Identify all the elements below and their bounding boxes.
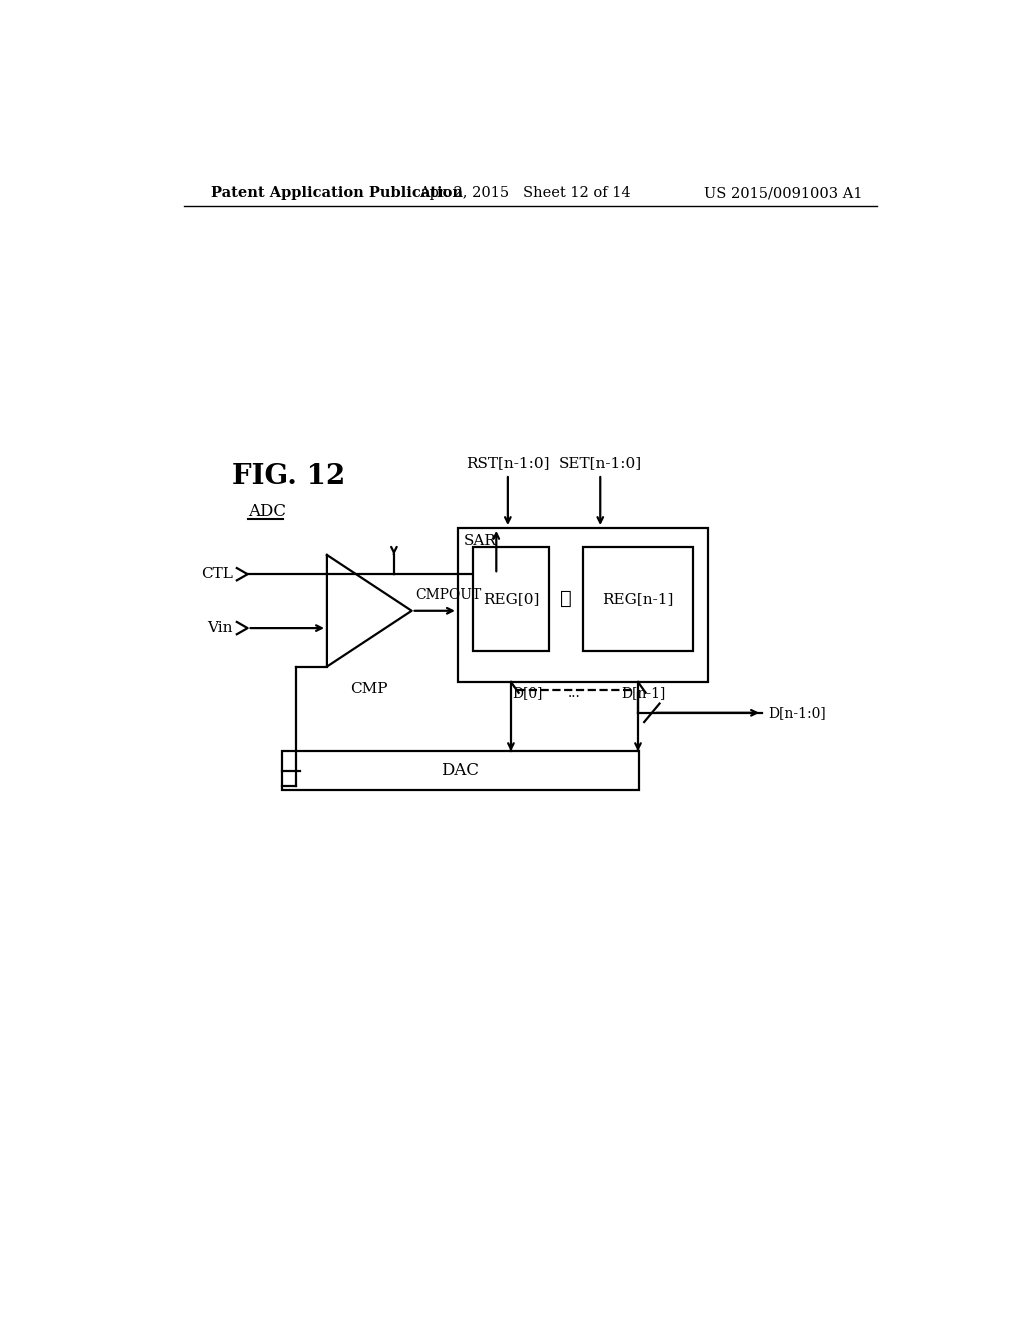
Bar (473, 548, 549, 651)
Text: ADC: ADC (248, 503, 286, 520)
Text: ⋯: ⋯ (560, 590, 571, 609)
Text: SET[n-1:0]: SET[n-1:0] (559, 457, 642, 470)
Text: Patent Application Publication: Patent Application Publication (211, 186, 464, 201)
Text: US 2015/0091003 A1: US 2015/0091003 A1 (703, 186, 862, 201)
Text: FIG. 12: FIG. 12 (232, 462, 345, 490)
Bar (283, 751, 639, 789)
Text: D[0]: D[0] (512, 686, 543, 700)
Text: SAR: SAR (464, 535, 497, 548)
Text: ...: ... (568, 686, 581, 700)
Text: CMPOUT: CMPOUT (416, 587, 481, 602)
Text: Vin: Vin (208, 622, 233, 635)
Text: D[n-1]: D[n-1] (621, 686, 666, 700)
Text: CMP: CMP (350, 682, 388, 696)
Text: CTL: CTL (201, 568, 233, 581)
Text: D[n-1:0]: D[n-1:0] (768, 706, 826, 719)
Text: RST[n-1:0]: RST[n-1:0] (466, 457, 550, 470)
Text: REG[0]: REG[0] (482, 593, 539, 606)
Text: REG[n-1]: REG[n-1] (602, 593, 674, 606)
Text: Apr. 2, 2015   Sheet 12 of 14: Apr. 2, 2015 Sheet 12 of 14 (419, 186, 631, 201)
Bar (458, 528, 708, 682)
Bar (584, 548, 692, 651)
Text: DAC: DAC (441, 762, 479, 779)
